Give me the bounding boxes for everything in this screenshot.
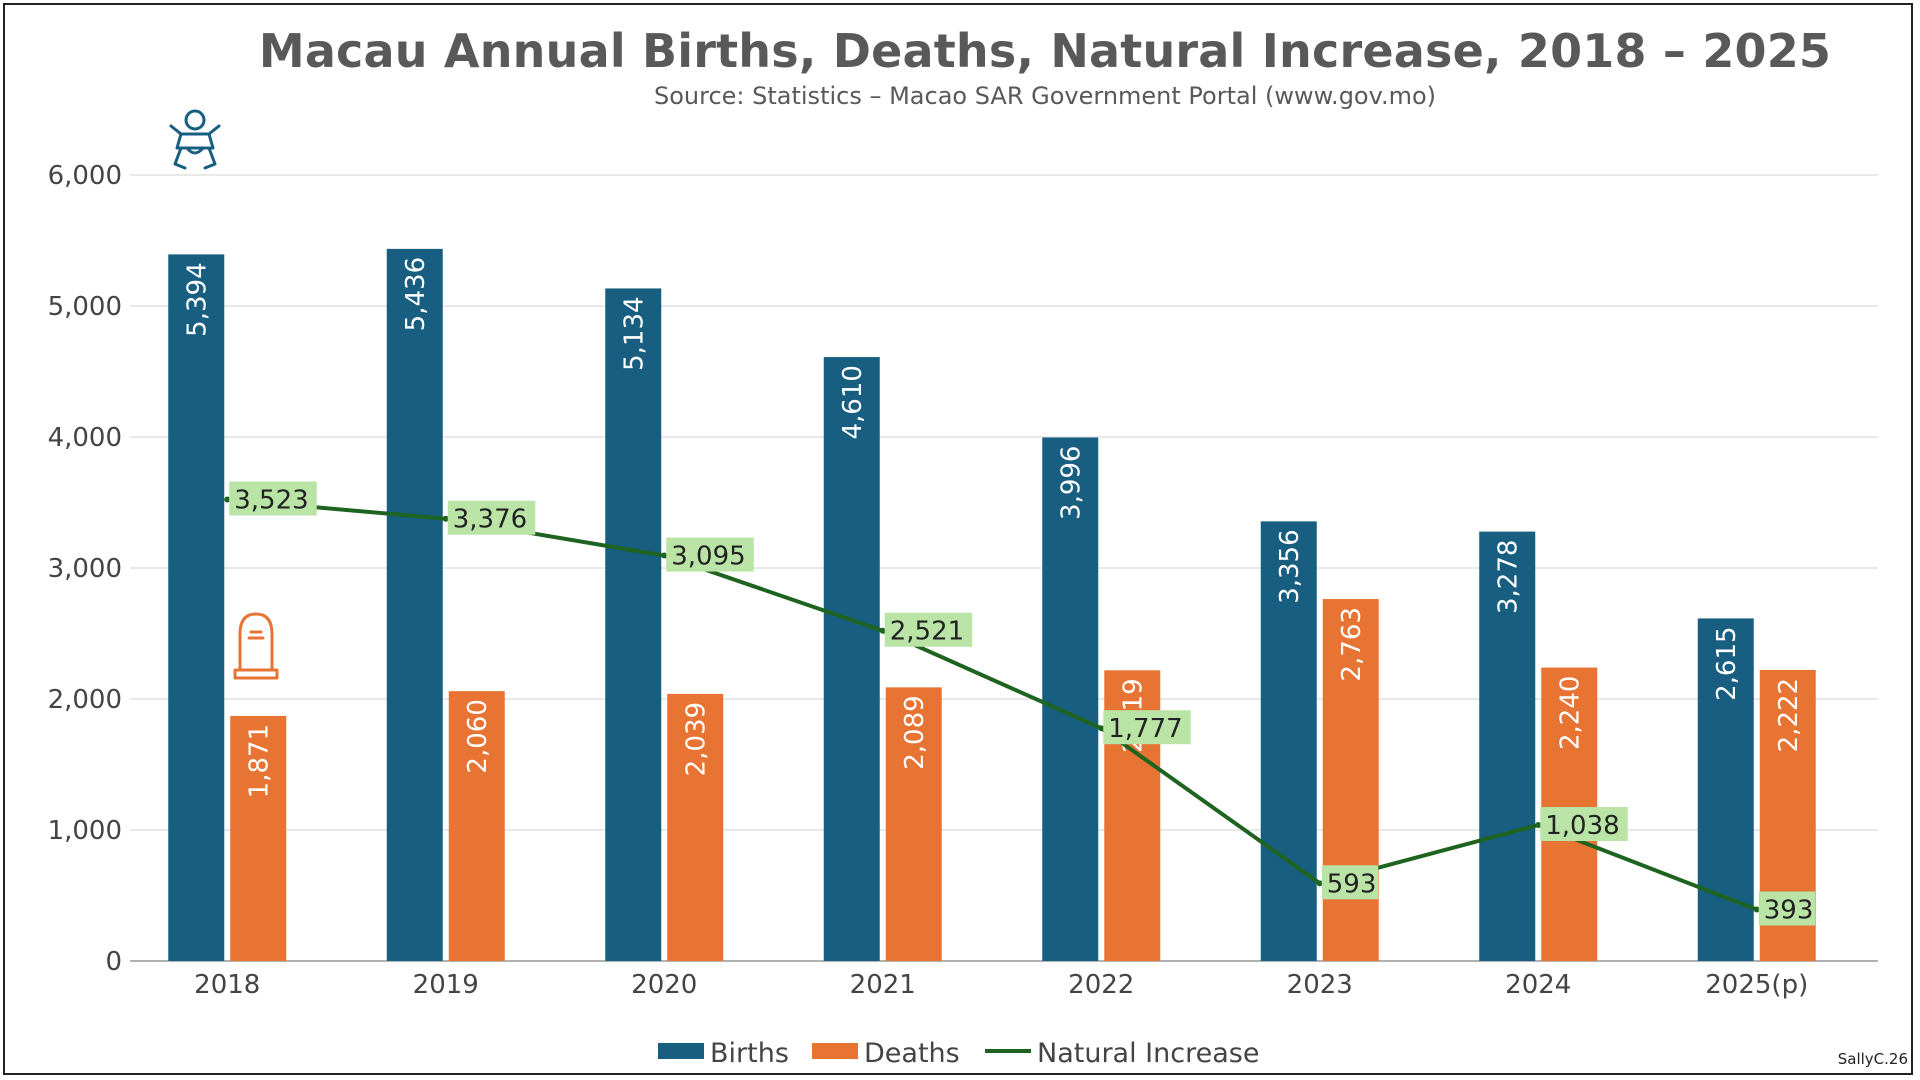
legend-label: Natural Increase (1037, 1038, 1259, 1069)
y-tick-label: 3,000 (48, 554, 122, 584)
credit-text: SallyC.26 (1837, 1050, 1908, 1068)
axes: 0 1,000 2,000 3,000 4,000 5,000 6,000 2018 2019 2… (48, 161, 1809, 1000)
births-bar (1042, 437, 1099, 961)
x-tick-label: 2018 (194, 970, 260, 1000)
tombstone-icon (233, 612, 279, 680)
y-tick-label: 4,000 (48, 423, 122, 453)
births-bar-label: 5,134 (619, 296, 649, 370)
natural-increase-label-bg (1758, 891, 1816, 926)
x-tick-label: 2024 (1505, 970, 1571, 1000)
natural-increase-point (879, 627, 886, 634)
natural-increase-point (1753, 906, 1760, 913)
natural-increase-label: 1,038 (1545, 811, 1619, 841)
deaths-bar-label: 2,763 (1337, 607, 1367, 681)
chart-subtitle: Source: Statistics – Macao SAR Governmen… (653, 82, 1436, 110)
deaths-bar (885, 687, 942, 961)
x-tick-label: 2021 (850, 970, 916, 1000)
legend-label: Deaths (864, 1038, 960, 1069)
natural-increase-label-bg (447, 500, 536, 535)
natural-increase-point (1535, 822, 1542, 829)
deaths-bar-label: 2,089 (900, 695, 930, 769)
deaths-bar-label: 2,240 (1555, 676, 1585, 750)
deaths-bar (667, 693, 724, 961)
natural-increase-label: 3,376 (453, 505, 527, 535)
natural-increase-label: 593 (1327, 869, 1377, 899)
x-tick-label: 2020 (631, 970, 697, 1000)
bars: 5,394 1,871 5,436 2,060 5,134 2,039 4,610 2,089… (168, 248, 1816, 962)
deaths-bar-label: 2,039 (681, 702, 711, 776)
births-bar-label: 2,615 (1712, 626, 1742, 700)
births-bar (386, 248, 443, 961)
deaths-bar-label: 2,222 (1774, 678, 1804, 752)
natural-increase-label: 393 (1764, 896, 1814, 926)
births-bar-label: 3,356 (1275, 529, 1305, 603)
legend-swatch-births (658, 1043, 704, 1059)
natural-increase-point (1316, 880, 1323, 887)
births-bar (1260, 521, 1317, 961)
deaths-bar (230, 715, 287, 961)
deaths-bar-label: 2,060 (463, 699, 493, 773)
natural-increase-label-bg (1540, 807, 1628, 842)
natural-increase-label-bg (1103, 710, 1191, 745)
natural-increase-line-group: 3,523 3,376 3,095 2,521 1,777 593 1,038 393 (224, 481, 1816, 926)
natural-increase-label-bg (1321, 865, 1379, 900)
deaths-bar (448, 691, 505, 961)
natural-increase-label: 2,521 (890, 617, 964, 647)
y-tick-label: 2,000 (48, 685, 122, 715)
legend: Births Deaths Natural Increase (658, 1038, 1259, 1069)
y-tick-label: 1,000 (48, 816, 122, 846)
natural-increase-point (1098, 725, 1105, 732)
x-tick-label: 2023 (1287, 970, 1353, 1000)
natural-increase-label-bg (229, 481, 317, 516)
chart-frame (3, 3, 1913, 1075)
natural-increase-point (442, 515, 449, 522)
legend-swatch-deaths (812, 1043, 858, 1059)
births-bar (605, 288, 662, 961)
births-bar (1479, 531, 1536, 961)
births-bar-label: 3,278 (1493, 540, 1523, 614)
births-bar-label: 5,394 (182, 262, 212, 336)
y-tick-label: 0 (105, 947, 122, 977)
births-bar-label: 3,996 (1056, 446, 1086, 520)
y-tick-label: 6,000 (48, 161, 122, 191)
births-bar (823, 357, 880, 962)
deaths-bar (1322, 599, 1379, 961)
natural-increase-label: 1,777 (1108, 714, 1182, 744)
legend-label: Births (710, 1038, 789, 1069)
chart-title: Macau Annual Births, Deaths, Natural Inc… (258, 24, 1832, 78)
y-tick-label: 5,000 (48, 292, 122, 322)
natural-increase-label: 3,095 (671, 542, 745, 572)
births-bar (168, 254, 225, 962)
births-bar-label: 5,436 (401, 257, 431, 331)
natural-increase-point (224, 496, 231, 503)
x-tick-label: 2019 (413, 970, 479, 1000)
natural-increase-label-bg (884, 612, 973, 647)
natural-increase-point (661, 552, 668, 559)
natural-increase-label: 3,523 (234, 485, 308, 515)
x-tick-label: 2022 (1068, 970, 1134, 1000)
x-tick-label: 2025(p) (1705, 970, 1808, 1000)
natural-increase-label-bg (666, 537, 754, 572)
births-bar-label: 4,610 (838, 365, 868, 439)
deaths-bar-label: 1,871 (244, 724, 274, 798)
baby-icon (169, 109, 221, 170)
